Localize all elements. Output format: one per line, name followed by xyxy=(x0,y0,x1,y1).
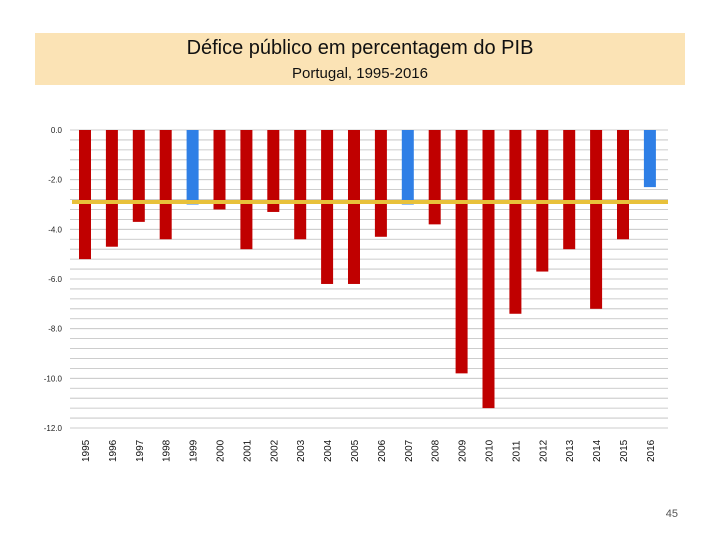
x-tick-label: 2009 xyxy=(458,439,469,462)
x-tick-label: 1998 xyxy=(162,439,173,462)
y-tick-label: 0.0 xyxy=(51,126,63,135)
x-tick-label: 2002 xyxy=(269,439,280,462)
bar-1995 xyxy=(79,130,91,260)
bar-2003 xyxy=(294,130,307,240)
bar-1998 xyxy=(159,130,172,240)
x-tick-label: 2016 xyxy=(646,439,657,462)
page-number: 45 xyxy=(665,508,678,520)
x-tick-label: 1995 xyxy=(81,439,92,462)
x-tick-label: 2010 xyxy=(485,439,496,462)
bar-2002 xyxy=(267,130,280,212)
bar-2014 xyxy=(590,130,603,309)
x-tick-label: 2013 xyxy=(565,439,576,462)
x-tick-label: 2008 xyxy=(431,439,442,462)
bar-2004 xyxy=(321,130,334,284)
x-tick-label: 2004 xyxy=(323,439,334,462)
bar-1997 xyxy=(132,130,145,222)
y-axis-ticks: 0.0 -2.0 -4.0 -6.0 -8.0 -10.0 -12.0 xyxy=(44,126,63,433)
chart-title: Défice público em percentagem do PIB xyxy=(186,37,534,59)
x-tick-label: 2012 xyxy=(538,439,549,462)
bar-2008 xyxy=(428,130,441,225)
bar-2006 xyxy=(374,130,387,237)
bar-2011 xyxy=(509,130,522,314)
y-tick-label: -6.0 xyxy=(48,275,62,284)
bar-2016 xyxy=(643,130,656,188)
x-axis-ticks: 1995 1996 1997 1998 1999 2000 2001 2002 2003 2004… xyxy=(81,439,657,462)
y-tick-label: -4.0 xyxy=(48,225,62,234)
y-tick-label: -12.0 xyxy=(44,424,63,433)
bar-1996 xyxy=(105,130,118,247)
x-tick-label: 2005 xyxy=(350,439,361,462)
bar-1999 xyxy=(186,130,199,205)
x-tick-label: 2011 xyxy=(511,440,522,462)
bar-2007 xyxy=(401,130,414,205)
x-tick-label: 1999 xyxy=(189,439,200,462)
chart-subtitle: Portugal, 1995-2016 xyxy=(292,65,428,82)
bar-2005 xyxy=(348,130,360,284)
x-tick-label: 2006 xyxy=(377,439,388,462)
y-tick-label: -2.0 xyxy=(48,176,62,185)
x-tick-label: 2003 xyxy=(296,439,307,462)
x-tick-label: 2000 xyxy=(216,439,227,462)
x-tick-label: 2001 xyxy=(242,439,253,462)
title-banner: Défice público em percentagem do PIB Por… xyxy=(35,33,685,85)
bar-2000 xyxy=(213,130,226,210)
x-tick-label: 1996 xyxy=(108,439,119,462)
x-tick-label: 2014 xyxy=(592,439,603,462)
y-tick-label: -10.0 xyxy=(44,374,63,383)
y-tick-label: -8.0 xyxy=(48,325,62,334)
x-tick-label: 2007 xyxy=(404,439,415,462)
bar-2009 xyxy=(455,130,468,374)
x-tick-label: 1997 xyxy=(135,439,146,462)
bar-2001 xyxy=(240,130,253,250)
bar-2015 xyxy=(617,130,629,240)
bar-2013 xyxy=(563,130,576,250)
bar-2010 xyxy=(482,130,495,409)
x-tick-label: 2015 xyxy=(619,439,630,462)
